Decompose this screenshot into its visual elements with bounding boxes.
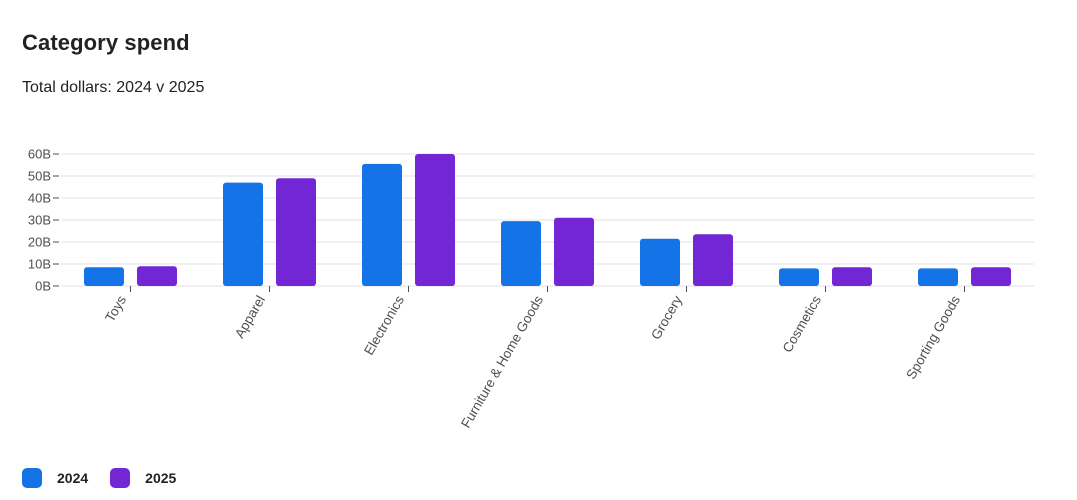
bar-2025[interactable] [137,266,177,286]
x-tick-label: Cosmetics [780,293,825,355]
legend-swatch-2024 [22,468,42,488]
bar-2025[interactable] [415,154,455,286]
legend-swatch-2025 [110,468,131,488]
bar-2025[interactable] [554,217,594,286]
bar-2025[interactable] [276,178,316,286]
legend-label-2024: 2024 [57,470,89,486]
y-tick-label: 30B [28,213,51,228]
chart-title: Category spend [22,30,190,55]
bar-2024[interactable] [362,163,402,286]
y-axis-ticks: 0B 10B 20B 30B 40B 50B 60B [28,147,59,294]
bar-2025[interactable] [971,267,1011,286]
bars [84,154,1011,286]
legend-label-2025: 2025 [145,470,177,486]
grid-lines [61,153,1034,287]
bar-2024[interactable] [223,182,263,286]
chart-subtitle: Total dollars: 2024 v 2025 [22,79,205,96]
y-tick-label: 0B [35,279,51,294]
bar-2024[interactable] [918,268,958,286]
x-tick-label: Electronics [361,293,407,358]
x-tick-label: Grocery [648,293,685,342]
y-tick-label: 10B [28,257,51,272]
bar-2024[interactable] [779,268,819,286]
bar-2025[interactable] [832,267,872,286]
bar-chart: 0B 10B 20B 30B 40B 50B 60B Toys Apparel Electron… [28,147,1034,431]
x-tick-label: Apparel [232,293,268,341]
y-tick-label: 40B [28,191,51,206]
x-tick-label: Sporting Goods [903,293,963,382]
legend-item-2025[interactable]: 2025 [110,468,176,488]
legend-item-2024[interactable]: 2024 [22,468,88,488]
legend: 2024 2025 [22,468,198,488]
y-tick-label: 60B [28,147,51,162]
y-tick-label: 20B [28,235,51,250]
bar-2024[interactable] [501,221,541,286]
y-tick-label: 50B [28,169,51,184]
bar-2024[interactable] [640,238,680,286]
bar-2025[interactable] [693,234,733,286]
bar-2024[interactable] [84,267,124,286]
x-tick-label: Toys [102,293,129,325]
x-tick-label: Furniture & Home Goods [458,293,546,431]
x-axis-ticks: Toys Apparel Electronics Furniture & Home G… [102,286,965,431]
